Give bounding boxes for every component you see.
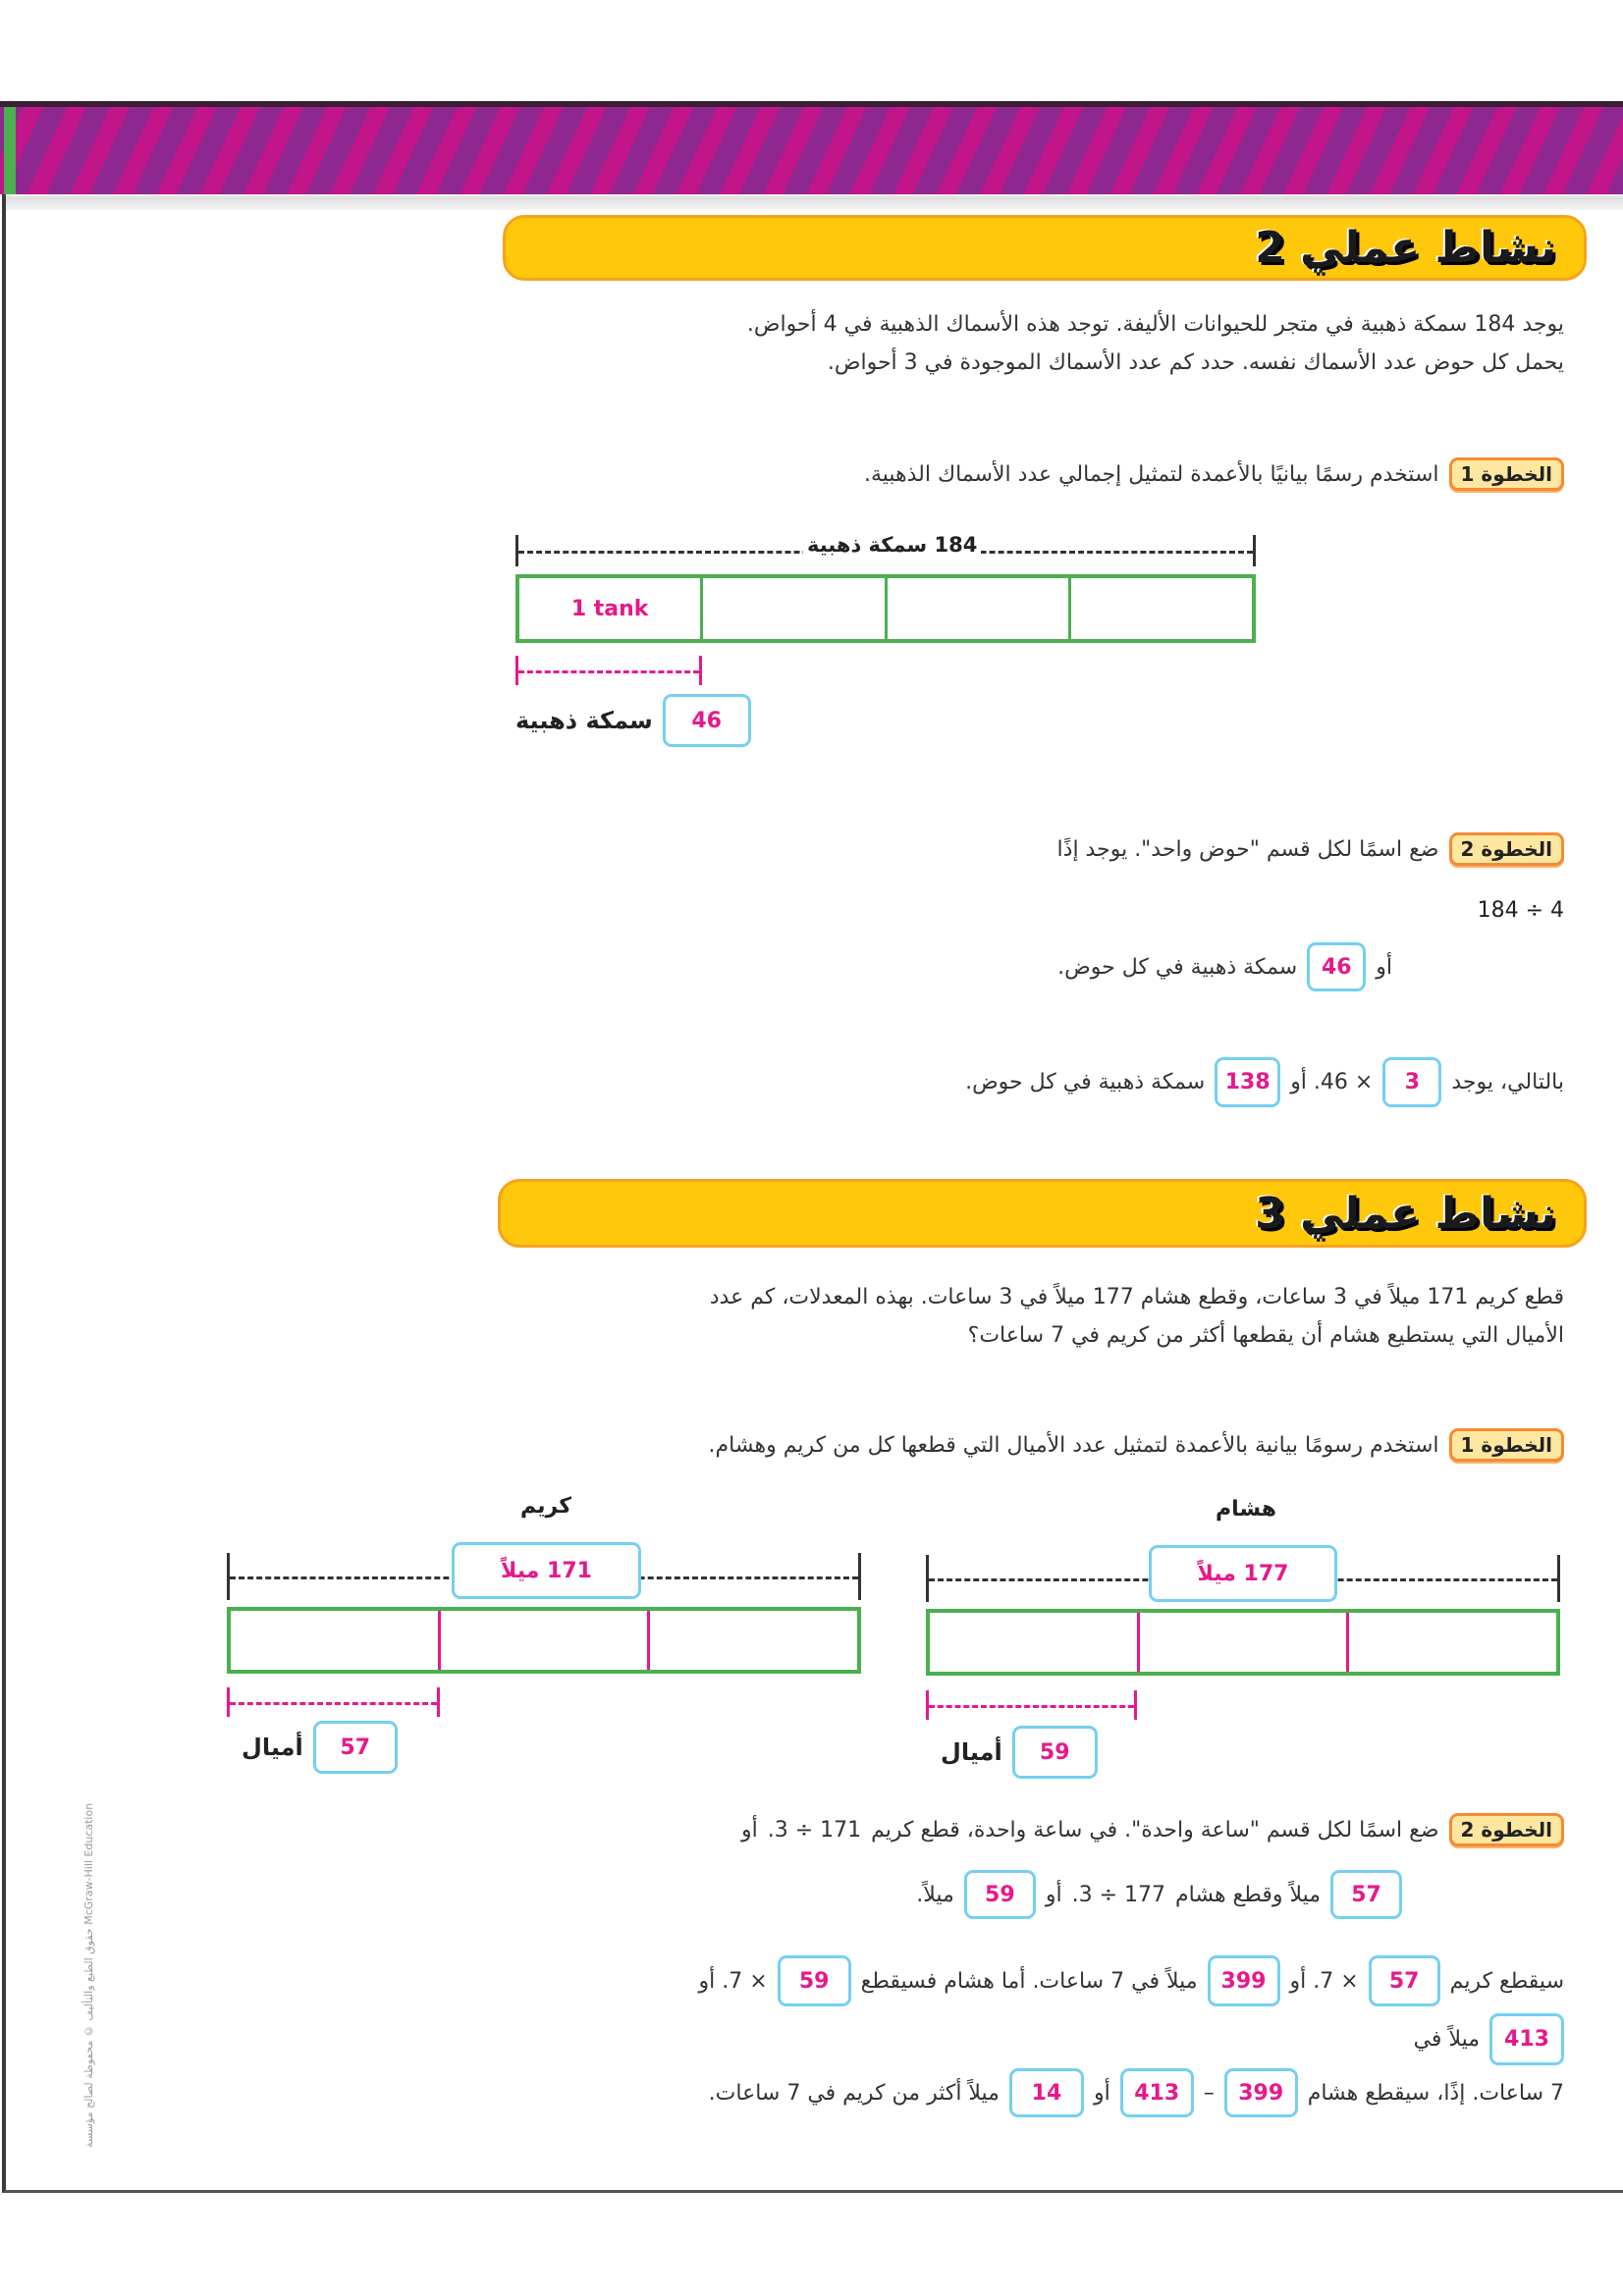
bar-section — [888, 578, 1071, 639]
answer-box[interactable]: 59 — [1011, 1726, 1098, 1779]
karim-answer: أميال 57 — [242, 1721, 398, 1774]
problem-line: الأميال التي يستطيع هشام أن يقطعها أكثر … — [967, 1323, 1564, 1348]
total-label: 184 سمكة ذهبية — [803, 533, 982, 557]
section-answer: سمكة ذهبية 46 — [515, 694, 751, 747]
text: – — [1203, 2080, 1215, 2106]
answer-box[interactable]: 3 — [1382, 1057, 1442, 1107]
hesham-label: هشام — [1216, 1497, 1277, 1522]
activity2-problem: يوجد 184 سمكة ذهبية في متجر للحيوانات ال… — [484, 305, 1564, 382]
answer-box[interactable]: 413 — [1489, 2013, 1564, 2065]
problem-line: قطع كريم 171 ميلاً في 3 ساعات، وقطع هشام… — [709, 1285, 1564, 1309]
answer-box[interactable]: 46 — [1307, 942, 1367, 991]
copyright-credit: حقوق الطبع والتأليف © محفوظة لصالح مؤسسة… — [82, 1802, 95, 2148]
answer-box[interactable]: 59 — [777, 1955, 851, 2006]
karim-total-box: 171 ميلاً — [452, 1542, 641, 1599]
per-tank-line: أو 46 سمكة ذهبية في كل حوض. — [1057, 942, 1392, 991]
text: × 46. أو — [1290, 1070, 1374, 1095]
activity2-title: نشاط عملي 2 — [1255, 223, 1556, 273]
answer-box[interactable]: 413 — [1119, 2068, 1194, 2117]
step-badge: الخطوة 1 — [1448, 457, 1564, 491]
header-banner — [0, 101, 1623, 194]
bar-section — [441, 1611, 651, 1670]
problem-line: يوجد 184 سمكة ذهبية في متجر للحيوانات ال… — [746, 312, 1564, 337]
hesham-answer: أميال 59 — [941, 1726, 1098, 1779]
step-text: استخدم رسمًا بيانيًا بالأعمدة لتمثيل إجم… — [863, 461, 1439, 487]
answer-box[interactable]: 14 — [1008, 2068, 1084, 2117]
hesham-section-bracket — [926, 1690, 1137, 1720]
step-badge: الخطوة 2 — [1448, 1813, 1564, 1846]
activity3-title-bar: نشاط عملي 3 — [498, 1179, 1587, 1248]
answer-box[interactable]: 57 — [1368, 1955, 1440, 2006]
text: سمكة ذهبية في كل حوض. — [965, 1070, 1206, 1095]
step-badge: الخطوة 2 — [1448, 832, 1564, 866]
hesham-total-box: 177 ميلاً — [1149, 1545, 1337, 1602]
text: أو — [1376, 954, 1392, 980]
bar-section — [231, 1611, 441, 1670]
karim-section-bracket — [227, 1687, 440, 1717]
hesham-bar — [926, 1609, 1560, 1676]
text: × 7. أو — [1289, 1968, 1359, 1994]
answer-box[interactable]: 57 — [1330, 1870, 1402, 1919]
step-badge: الخطوة 1 — [1448, 1428, 1564, 1462]
unit-label: أميال — [941, 1738, 1002, 1766]
tank-bar: 1 tank — [515, 574, 1256, 643]
total-line: بالتالي، يوجد 3 × 46. أو 138 سمكة ذهبية … — [965, 1057, 1564, 1107]
text: أو — [740, 1817, 758, 1842]
karim-bar — [227, 1607, 861, 1674]
text: ميلاً. — [916, 1882, 954, 1907]
page-frame — [2, 101, 1623, 2193]
step-text: ضع اسمًا لكل قسم "حوض واحد". يوجد إذًا — [1056, 836, 1439, 862]
activity2-step1: الخطوة 1 استخدم رسمًا بيانيًا بالأعمدة ل… — [864, 457, 1564, 491]
bar-section: 1 tank — [519, 578, 704, 639]
step-text: استخدم رسومًا بيانية بالأعمدة لتمثيل عدد… — [708, 1432, 1439, 1458]
text: 171 ÷ 3. — [767, 1817, 862, 1842]
text: بالتالي، يوجد — [1451, 1070, 1564, 1095]
activity3-step2-line4: 413 ميلاً في — [1414, 2013, 1564, 2065]
text: 177 ÷ 3. — [1071, 1882, 1166, 1907]
karim-label: كريم — [520, 1494, 571, 1519]
bar-section — [1071, 578, 1252, 639]
activity3-step2-line3: سيقطع كريم 57 × 7. أو 399 ميلاً في 7 ساع… — [698, 1955, 1564, 2006]
activity3-step2-line2: 57 ميلاً وقطع هشام 177 ÷ 3. أو 59 ميلاً. — [916, 1870, 1402, 1919]
activity3-problem: قطع كريم 171 ميلاً في 3 ساعات، وقطع هشام… — [504, 1278, 1564, 1355]
activity3-step2-line1: الخطوة 2 ضع اسمًا لكل قسم "ساعة واحدة". … — [741, 1813, 1564, 1846]
text: ضع اسمًا لكل قسم "ساعة واحدة". في ساعة و… — [871, 1817, 1439, 1842]
bar-section — [650, 1611, 857, 1670]
problem-line: يحمل كل حوض عدد الأسماك نفسه. حدد كم عدد… — [827, 350, 1564, 375]
text: سيقطع كريم — [1449, 1968, 1564, 1994]
answer-box[interactable]: 57 — [312, 1721, 398, 1774]
text: × 7. أو — [698, 1968, 768, 1994]
activity3-step2-line5: 7 ساعات. إذًا، سيقطع هشام 399 – 413 أو 1… — [709, 2068, 1564, 2117]
unit-label: سمكة ذهبية — [515, 707, 653, 734]
bar-section — [703, 578, 888, 639]
text: أو — [1093, 2080, 1110, 2106]
answer-box[interactable]: 138 — [1215, 1057, 1281, 1107]
activity2-step2: الخطوة 2 ضع اسمًا لكل قسم "حوض واحد". يو… — [1057, 832, 1564, 866]
banner-shadow — [6, 196, 1623, 210]
banner-accent — [4, 107, 16, 194]
activity3-step1: الخطوة 1 استخدم رسومًا بيانية بالأعمدة ل… — [709, 1428, 1564, 1462]
division-expression: 184 ÷ 4 — [1477, 898, 1564, 923]
text: ميلاً في — [1413, 2027, 1480, 2052]
text: سمكة ذهبية في كل حوض. — [1057, 954, 1298, 980]
bar-section — [930, 1613, 1140, 1672]
answer-box[interactable]: 399 — [1223, 2068, 1298, 2117]
activity2-title-bar: نشاط عملي 2 — [503, 215, 1587, 281]
text: 7 ساعات. إذًا، سيقطع هشام — [1307, 2080, 1564, 2106]
bar-section — [1140, 1613, 1350, 1672]
activity3-title: نشاط عملي 3 — [1255, 1188, 1556, 1239]
text: ميلاً وقطع هشام — [1175, 1882, 1321, 1907]
bar-section — [1349, 1613, 1556, 1672]
text: ميلاً أكثر من كريم في 7 ساعات. — [708, 2080, 1000, 2106]
answer-box[interactable]: 399 — [1207, 1955, 1280, 2006]
section-bracket — [515, 656, 702, 685]
total-bracket: 184 سمكة ذهبية — [515, 533, 1256, 566]
answer-box[interactable]: 46 — [662, 694, 751, 747]
text: أو — [1045, 1882, 1062, 1907]
unit-label: أميال — [242, 1734, 303, 1761]
answer-box[interactable]: 59 — [963, 1870, 1036, 1919]
text: ميلاً في 7 ساعات. أما هشام فسيقطع — [860, 1968, 1198, 1994]
